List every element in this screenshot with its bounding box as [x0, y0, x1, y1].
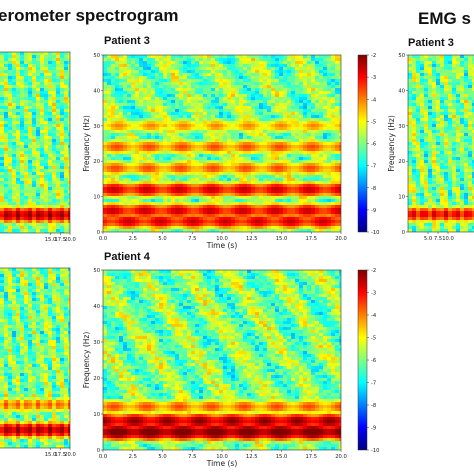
colorbar-tick-label: -7 [371, 164, 376, 170]
x-tick-label: 20.0 [335, 454, 347, 460]
x-tick-label: 15.0 [276, 236, 288, 242]
spectrogram-heatmap [0, 52, 70, 233]
y-tick-label: 50 [93, 53, 100, 59]
y-tick-label: 50 [93, 268, 100, 274]
x-tick-label: 20.0 [64, 237, 76, 243]
x-tick-label: 15.0 [45, 237, 57, 243]
y-tick-label: 0 [97, 448, 100, 454]
x-axis-label: Time (s) [206, 241, 238, 250]
spectrogram-heatmap [103, 270, 341, 450]
panel-title-acc-patient4: Patient 4 [104, 251, 151, 263]
colorbar-tick-label: -6 [371, 142, 376, 148]
x-tick-label: 2.5 [129, 236, 137, 242]
x-tick-label: 17.5 [305, 454, 317, 460]
spectrogram-heatmap [408, 55, 474, 232]
x-tick-label: 20.0 [64, 452, 76, 458]
y-tick-label: 10 [93, 412, 100, 418]
colorbar-tick-label: -8 [371, 186, 376, 192]
x-tick-label: 17.5 [54, 452, 66, 458]
x-tick-label: 12.5 [246, 236, 258, 242]
y-tick-label: 0 [97, 230, 100, 236]
y-tick-label: 10 [93, 195, 100, 201]
x-tick-label: 10.0 [216, 236, 228, 242]
x-tick-label: 5.0 [158, 236, 166, 242]
colorbar-tick-label: -3 [371, 75, 376, 81]
x-tick-label: 5.0 [158, 454, 166, 460]
x-tick-label: 17.5 [54, 237, 66, 243]
y-axis-label: Frequency (Hz) [82, 115, 91, 172]
spectrogram-panels: 15.017.520.0 0.0 2.5 5.0 7.5 10.0 12.5 15.0 17.5… [0, 51, 474, 468]
colorbar-tick-label: -2 [371, 53, 376, 59]
x-tick-label: 15.0 [45, 452, 57, 458]
x-tick-label: 7.5 [188, 236, 196, 242]
x-tick-label: 7.5 [434, 236, 442, 242]
colorbar-tick-label: -10 [371, 448, 379, 454]
colorbar [357, 54, 368, 233]
spectrogram-heatmap [0, 268, 70, 448]
colorbar-tick-label: -5 [371, 119, 376, 125]
colorbar-tick-label: -2 [371, 268, 376, 274]
x-tick-label: 12.5 [246, 454, 258, 460]
colorbar-tick-label: -4 [371, 97, 377, 103]
x-tick-label: 15.0 [276, 454, 288, 460]
colorbar-tick-label: -8 [371, 403, 376, 409]
plot-frame [0, 267, 71, 449]
y-tick-label: 20 [398, 159, 405, 165]
colorbar-tick-label: -9 [371, 426, 376, 432]
colorbar-tick-label: -9 [371, 208, 376, 214]
y-tick-label: 40 [93, 304, 100, 310]
colorbar-tick-label: -7 [371, 381, 376, 387]
colorbar [357, 269, 368, 451]
colorbar-tick-label: -4 [371, 313, 377, 319]
header-right: EMG s [418, 9, 471, 28]
y-axis-label: Frequency (Hz) [82, 332, 91, 389]
x-tick-label: 17.5 [305, 236, 317, 242]
y-tick-label: 10 [398, 195, 405, 201]
x-tick-label: 20.0 [335, 236, 347, 242]
x-tick-label: 0.0 [99, 236, 107, 242]
colorbar-tick-label: -3 [371, 291, 376, 297]
y-tick-label: 50 [398, 53, 405, 59]
x-tick-label: 2.5 [129, 454, 137, 460]
y-tick-label: 30 [93, 340, 100, 346]
spectrogram-heatmap [103, 55, 341, 232]
y-tick-label: 20 [93, 159, 100, 165]
plot-frame [0, 51, 71, 234]
x-tick-label: 0.0 [99, 454, 107, 460]
y-tick-label: 40 [93, 88, 100, 94]
x-axis-label: Time (s) [206, 459, 238, 468]
panel-title-emg-patient3: Patient 3 [408, 37, 454, 49]
y-tick-label: 0 [402, 230, 405, 236]
colorbar-tick-label: -5 [371, 336, 376, 342]
x-tick-label: 10.0 [442, 236, 454, 242]
x-tick-label: 7.5 [188, 454, 196, 460]
colorbar-tick-label: -10 [371, 230, 379, 236]
panel-title-acc-patient3: Patient 3 [104, 35, 150, 47]
y-axis-label: Frequency (Hz) [387, 115, 396, 172]
y-tick-label: 30 [93, 124, 100, 130]
x-tick-label: 5.0 [424, 236, 432, 242]
y-tick-label: 30 [398, 124, 405, 130]
x-tick-label: 10.0 [216, 454, 228, 460]
header-left: erometer spectrogram [0, 6, 178, 25]
y-tick-label: 40 [398, 88, 405, 94]
colorbar-tick-label: -6 [371, 358, 376, 364]
y-tick-label: 20 [93, 376, 100, 382]
